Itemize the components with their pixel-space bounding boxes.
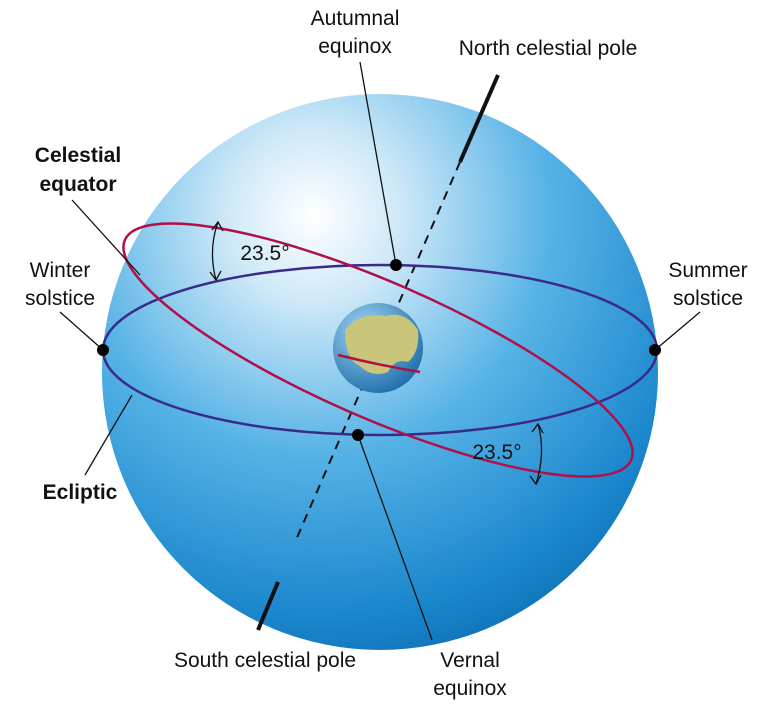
leader-lines [59, 61, 701, 641]
label: Summer [668, 259, 747, 282]
label: Autumnal [311, 7, 400, 30]
angle-label: 23.5° [472, 441, 521, 464]
label: equator [39, 173, 116, 196]
label: Celestial [35, 144, 121, 167]
earth [333, 303, 423, 393]
label: South celestial pole [174, 649, 356, 672]
label: North celestial pole [459, 37, 638, 60]
label: Winter [30, 259, 91, 282]
label: solstice [25, 287, 95, 310]
axis-south [256, 581, 280, 631]
label: equinox [433, 677, 507, 700]
label: Ecliptic [43, 481, 118, 504]
red-circle [122, 222, 634, 478]
axis-north [458, 74, 500, 163]
label: equinox [318, 35, 392, 58]
angle-label: 23.5° [240, 242, 289, 265]
angle-arrows [209, 220, 544, 486]
label: solstice [673, 287, 743, 310]
axis-inside [295, 161, 461, 541]
label: Vernal [440, 649, 500, 672]
